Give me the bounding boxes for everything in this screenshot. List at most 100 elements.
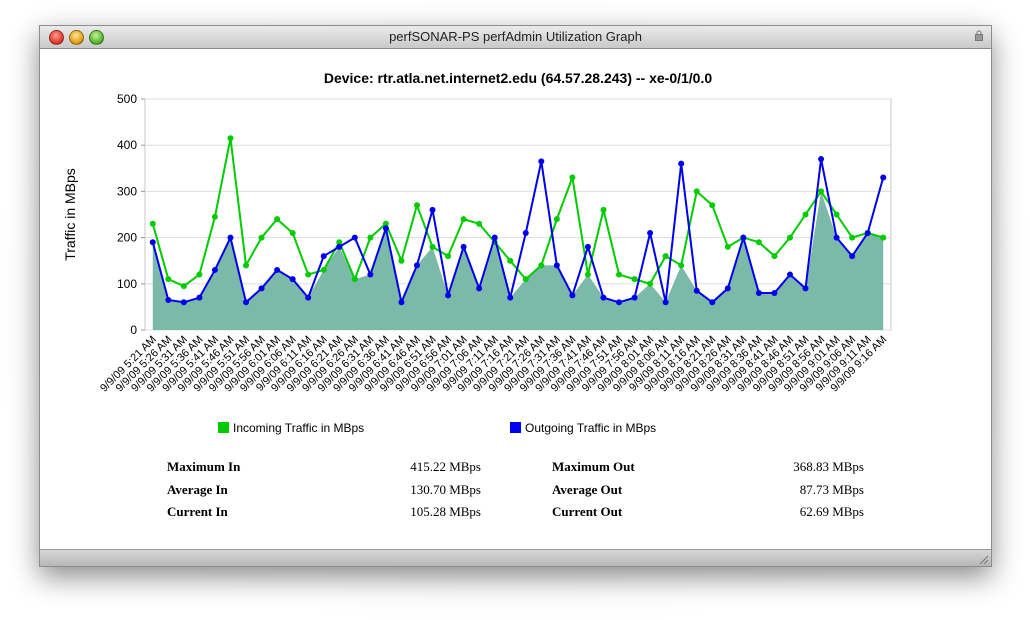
outgoing-point [367, 271, 374, 278]
outgoing-point [382, 225, 389, 232]
outgoing-point [755, 290, 762, 297]
incoming-point [445, 253, 452, 260]
outgoing-point [880, 174, 887, 181]
outgoing-point [196, 294, 203, 301]
avg-in-value: 130.70 MBps [410, 482, 481, 497]
incoming-point [258, 234, 265, 241]
y-tick-label: 400 [117, 138, 137, 152]
incoming-point [476, 220, 483, 227]
outgoing-point [429, 206, 436, 213]
incoming-point [165, 276, 172, 283]
outgoing-point [864, 229, 871, 236]
incoming-point [538, 262, 545, 269]
max-in-label: Maximum In [167, 459, 241, 474]
lock-icon [975, 30, 983, 41]
incoming-point [849, 234, 856, 241]
incoming-point [724, 243, 731, 250]
incoming-point [274, 216, 281, 223]
outgoing-point [274, 266, 281, 273]
avg-in-label: Average In [167, 482, 228, 497]
cur-in-label: Current In [167, 504, 228, 519]
outgoing-point [553, 262, 560, 269]
app-window: perfSONAR-PS perfAdmin Utilization Graph… [39, 25, 992, 567]
incoming-line [151, 138, 884, 288]
incoming-point [460, 216, 467, 223]
outgoing-point [507, 294, 514, 301]
utilization-chart: Device: rtr.atla.net.internet2.edu (64.5… [62, 70, 892, 435]
max-out-value: 368.83 MBps [793, 459, 864, 474]
incoming-point [305, 271, 312, 278]
incoming-point [662, 253, 669, 260]
outgoing-point [243, 299, 250, 306]
outgoing-point [833, 234, 840, 241]
outgoing-point [678, 160, 685, 167]
outgoing-point [460, 243, 467, 250]
incoming-point [771, 253, 778, 260]
incoming-point [818, 188, 825, 195]
incoming-point [600, 206, 607, 213]
resize-grip-icon[interactable] [977, 553, 989, 565]
outgoing-point [211, 266, 218, 273]
incoming-point [880, 234, 887, 241]
outgoing-point [165, 296, 172, 303]
outgoing-point [180, 299, 187, 306]
incoming-point [786, 234, 793, 241]
outgoing-point [724, 285, 731, 292]
close-button[interactable] [49, 30, 64, 45]
outgoing-point [802, 285, 809, 292]
y-tick-label: 500 [117, 92, 137, 106]
outgoing-point [398, 299, 405, 306]
outgoing-point [258, 285, 265, 292]
incoming-point [709, 202, 716, 209]
incoming-point [180, 283, 187, 290]
legend-label: Outgoing Traffic in MBps [525, 421, 656, 435]
outgoing-point [320, 253, 327, 260]
incoming-point [755, 239, 762, 246]
outgoing-point [413, 262, 420, 269]
status-bar [40, 549, 991, 566]
incoming-point [413, 202, 420, 209]
avg-out-label: Average Out [552, 482, 623, 497]
y-tick-label: 0 [130, 323, 137, 337]
window-title: perfSONAR-PS perfAdmin Utilization Graph [389, 29, 642, 44]
outgoing-point [491, 234, 498, 241]
outgoing-point [662, 299, 669, 306]
outgoing-point [600, 294, 607, 301]
y-tick-label: 100 [117, 277, 137, 291]
outgoing-point [786, 271, 793, 278]
incoming-point [678, 262, 685, 269]
cur-in-value: 105.28 MBps [410, 504, 481, 519]
chart-title: Device: rtr.atla.net.internet2.edu (64.5… [324, 70, 713, 86]
legend-swatch [218, 422, 229, 433]
incoming-point [569, 174, 576, 181]
outgoing-point [336, 243, 343, 250]
incoming-point [833, 211, 840, 218]
incoming-point [320, 266, 327, 273]
outgoing-point [647, 229, 654, 236]
incoming-point [336, 239, 343, 246]
outgoing-point [445, 292, 452, 299]
outgoing-point [616, 299, 623, 306]
outgoing-point [631, 294, 638, 301]
zoom-button[interactable] [89, 30, 104, 45]
minimize-button[interactable] [69, 30, 84, 45]
y-tick-label: 300 [117, 184, 137, 198]
incoming-point [149, 220, 156, 227]
incoming-point [196, 271, 203, 278]
max-out-label: Maximum Out [552, 459, 635, 474]
incoming-point [398, 257, 405, 264]
legend-swatch [510, 422, 521, 433]
incoming-point [584, 271, 591, 278]
outgoing-point [538, 158, 545, 165]
outgoing-point [522, 229, 529, 236]
incoming-point [211, 213, 218, 220]
legend-label: Incoming Traffic in MBps [233, 421, 364, 435]
outgoing-point [149, 239, 156, 246]
cur-out-label: Current Out [552, 504, 623, 519]
incoming-point [693, 188, 700, 195]
incoming-point [429, 243, 436, 250]
outgoing-point [476, 285, 483, 292]
y-tick-label: 200 [117, 231, 137, 245]
incoming-point [616, 271, 623, 278]
title-bar[interactable]: perfSONAR-PS perfAdmin Utilization Graph [40, 26, 991, 49]
